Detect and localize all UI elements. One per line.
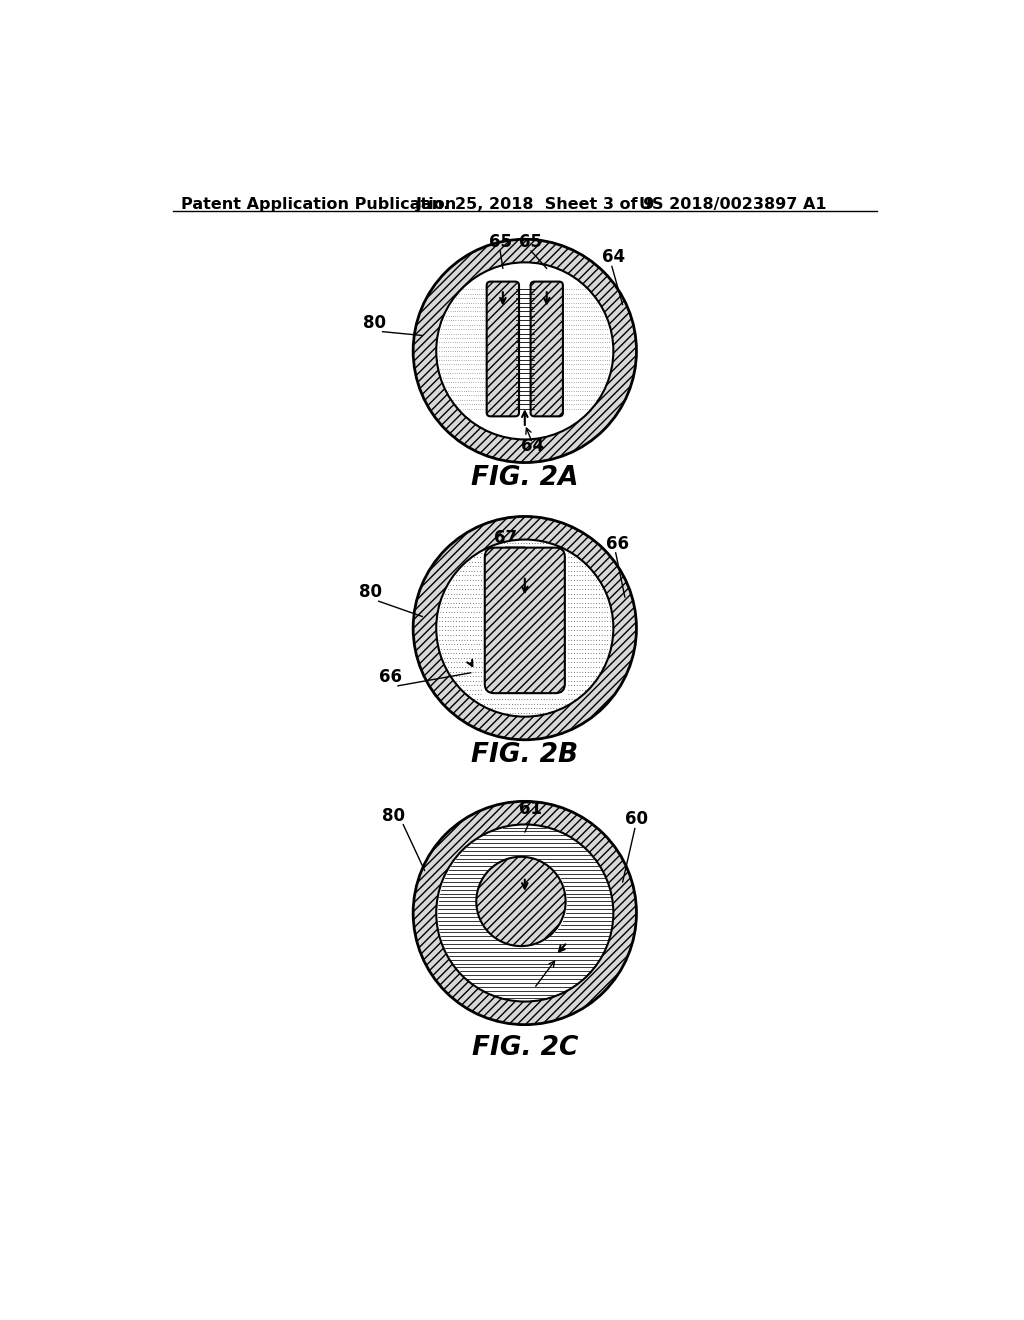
Text: 66: 66 [379, 668, 401, 686]
Text: FIG. 2B: FIG. 2B [471, 742, 579, 768]
Text: 64: 64 [602, 248, 625, 267]
Circle shape [436, 825, 613, 1002]
Text: 67: 67 [494, 529, 517, 548]
Circle shape [413, 239, 637, 462]
Text: FIG. 2C: FIG. 2C [472, 1035, 578, 1061]
Text: FIG. 2A: FIG. 2A [471, 465, 579, 491]
Circle shape [436, 540, 613, 717]
FancyBboxPatch shape [530, 281, 563, 416]
Text: Jan. 25, 2018  Sheet 3 of 9: Jan. 25, 2018 Sheet 3 of 9 [416, 197, 654, 213]
FancyBboxPatch shape [530, 281, 563, 416]
Circle shape [413, 801, 637, 1024]
Circle shape [413, 516, 637, 739]
Text: 60: 60 [521, 983, 544, 1002]
Text: Patent Application Publication: Patent Application Publication [180, 197, 456, 213]
FancyBboxPatch shape [484, 548, 565, 693]
Circle shape [413, 239, 637, 462]
Text: 65: 65 [488, 232, 512, 251]
Text: 60: 60 [625, 810, 648, 829]
Circle shape [436, 263, 613, 440]
Text: 64: 64 [521, 437, 544, 455]
Text: 66: 66 [606, 535, 629, 553]
Circle shape [413, 801, 637, 1024]
Circle shape [413, 516, 637, 739]
Circle shape [476, 857, 565, 946]
Text: 80: 80 [382, 807, 406, 825]
Text: 80: 80 [364, 314, 386, 331]
FancyBboxPatch shape [486, 281, 519, 416]
Text: 65: 65 [519, 232, 543, 251]
FancyBboxPatch shape [486, 281, 519, 416]
Text: 61: 61 [519, 800, 543, 818]
Text: US 2018/0023897 A1: US 2018/0023897 A1 [639, 197, 826, 213]
FancyBboxPatch shape [484, 548, 565, 693]
Circle shape [476, 857, 565, 946]
Text: 80: 80 [359, 583, 382, 602]
